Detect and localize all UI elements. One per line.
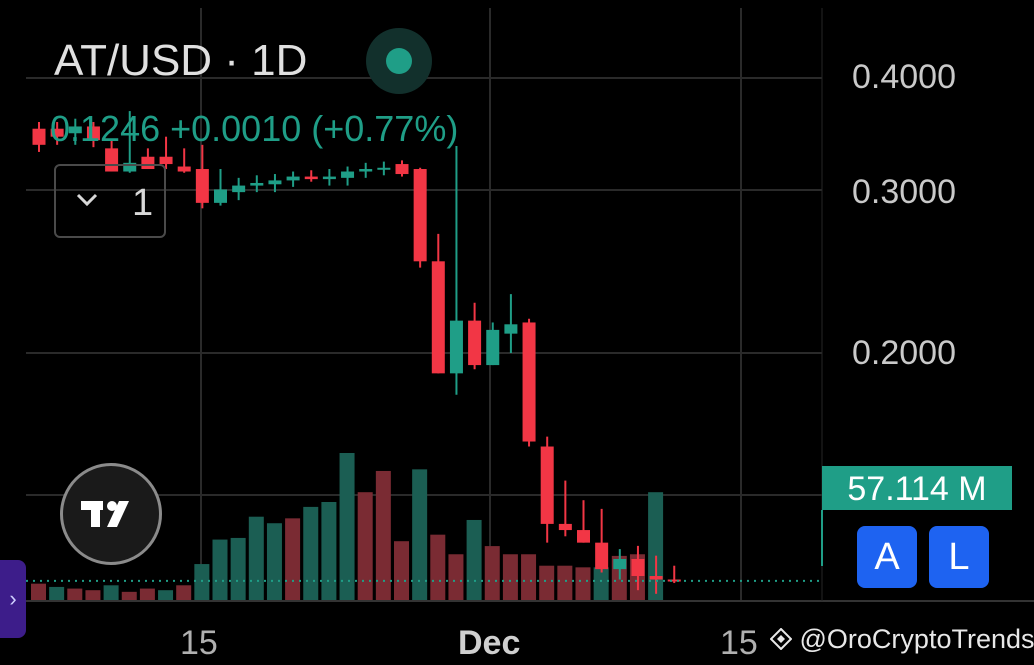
volume-bar <box>85 590 101 600</box>
candle-body <box>232 185 246 193</box>
candle-body <box>195 169 209 203</box>
volume-bar <box>648 492 664 600</box>
candle-body <box>558 523 572 531</box>
candle-body <box>667 579 681 582</box>
volume-bar <box>230 537 246 600</box>
volume-bar <box>285 518 301 600</box>
market-status-indicator <box>366 28 432 94</box>
side-panel-toggle[interactable]: › <box>0 560 26 638</box>
tradingview-logo-icon <box>81 501 129 527</box>
candle-body <box>413 169 427 262</box>
candle-body <box>449 320 463 374</box>
volume-bar <box>139 588 155 600</box>
volume-bar <box>194 564 210 600</box>
volume-bar <box>321 502 337 600</box>
volume-bar <box>375 470 391 600</box>
candle-body <box>486 329 500 366</box>
candle-body <box>268 180 282 185</box>
candle-body <box>631 558 645 577</box>
time-axis-label: 15 <box>720 624 758 662</box>
volume-bar <box>539 565 555 600</box>
volume-bar <box>176 585 192 600</box>
candle-body <box>304 176 318 180</box>
volume-bar <box>67 588 83 600</box>
volume-bar <box>557 565 573 600</box>
volume-bar <box>103 585 119 600</box>
volume-bar <box>593 567 609 600</box>
candle-body <box>341 171 355 178</box>
candle-body <box>522 322 536 442</box>
candle-body <box>177 166 191 172</box>
interval-value: 1 <box>132 182 154 224</box>
volume-bar <box>430 534 446 600</box>
chevron-down-icon <box>76 193 98 207</box>
chevron-right-icon: › <box>9 586 17 611</box>
candle-body <box>577 530 590 543</box>
time-axis-label: Dec <box>458 624 521 662</box>
volume-bar <box>248 516 264 600</box>
price-quote: 0.1246 +0.0010 (+0.77%) <box>50 108 459 149</box>
candle-body <box>395 164 409 175</box>
candle-body <box>159 156 173 165</box>
interval-selector[interactable]: 1 <box>54 164 166 238</box>
volume-bar <box>158 590 174 600</box>
watermark-text: @OroCryptoTrends <box>799 624 1034 654</box>
volume-bar <box>303 506 319 600</box>
volume-bar <box>357 492 373 600</box>
volume-bar <box>521 554 537 600</box>
volume-bar <box>121 591 137 600</box>
candle-body <box>649 576 663 580</box>
candle-body <box>468 320 482 366</box>
market-open-dot-icon <box>386 48 412 74</box>
candle-body <box>431 261 445 374</box>
price-axis-label: 0.3000 <box>852 173 956 211</box>
tradingview-logo[interactable] <box>60 463 162 565</box>
candle-body <box>613 558 627 570</box>
candle-body <box>250 182 264 186</box>
volume-badge: 57.114 M <box>822 466 1012 510</box>
candle-body <box>322 176 336 180</box>
candle-body <box>504 324 518 334</box>
candle-body <box>32 128 46 145</box>
volume-bar <box>466 519 482 600</box>
volume-bar <box>412 469 428 600</box>
binance-diamond-icon <box>770 628 792 650</box>
volume-bar <box>502 554 518 600</box>
log-scale-button[interactable]: L <box>929 526 989 588</box>
candle-body <box>286 176 300 181</box>
candle-body <box>540 446 554 524</box>
candle-body <box>68 126 82 134</box>
candle-body <box>359 169 373 172</box>
volume-bar <box>49 586 65 600</box>
watermark: @OroCryptoTrends <box>770 624 1034 655</box>
candle-body <box>123 162 137 172</box>
volume-bar <box>484 546 500 600</box>
price-axis-label: 0.4000 <box>852 58 956 96</box>
volume-bar <box>575 567 591 600</box>
volume-bar <box>394 541 409 600</box>
candle-body <box>377 167 391 170</box>
candle-body <box>50 128 64 137</box>
price-axis-label: 0.2000 <box>852 334 956 372</box>
volume-bar <box>212 539 228 600</box>
candle-body <box>86 126 100 141</box>
volume-bar <box>339 453 355 600</box>
volume-bar <box>266 523 282 600</box>
candle-body <box>595 542 609 570</box>
volume-bar <box>448 554 464 600</box>
time-axis-label: 15 <box>180 624 218 662</box>
volume-bar <box>31 583 46 600</box>
symbol-title[interactable]: AT/USD · 1D <box>54 36 308 85</box>
candle-body <box>214 189 227 203</box>
auto-scale-button[interactable]: A <box>857 526 917 588</box>
